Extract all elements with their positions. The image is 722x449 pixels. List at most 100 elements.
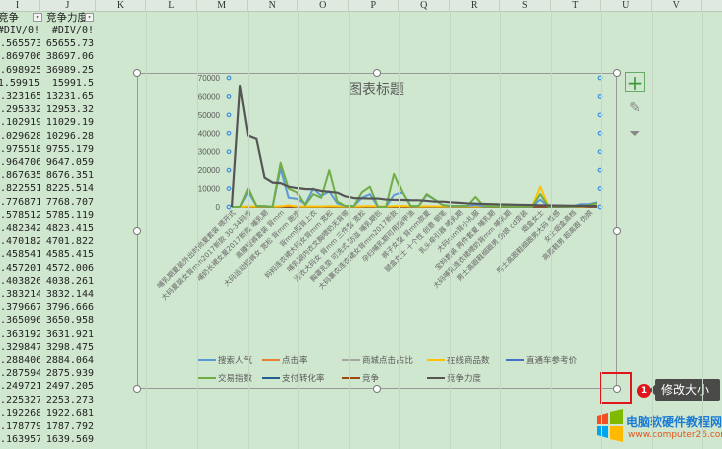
cell[interactable]: 1.102919	[0, 117, 40, 129]
cell[interactable]: 4585.415	[45, 249, 94, 261]
column-header-M[interactable]: M	[197, 0, 248, 12]
cell[interactable]: 2497.205	[45, 381, 94, 393]
cell[interactable]: 7768.707	[45, 196, 94, 208]
filter-chart-button[interactable]: ⏷	[625, 124, 645, 144]
column-header-O[interactable]: O	[298, 0, 349, 12]
column-header-J[interactable]: J	[40, 0, 96, 12]
cell[interactable]: 65655.73	[45, 38, 94, 50]
cell[interactable]: 0.225327	[0, 394, 40, 406]
legend-item[interactable]: 竞争	[342, 373, 380, 384]
cell[interactable]: 10296.28	[45, 130, 94, 142]
header-cell[interactable]: 竞争	[0, 12, 19, 24]
column-header-P[interactable]: P	[349, 0, 399, 12]
filter-dropdown-icon[interactable]: ▾	[33, 13, 42, 22]
legend-item[interactable]: 竞争力度	[427, 373, 482, 384]
column-header-S[interactable]: S	[500, 0, 551, 12]
cell[interactable]: 1.029628	[0, 130, 40, 142]
cell[interactable]: 0.178779	[0, 421, 40, 432]
legend-item[interactable]: 支付转化率	[262, 373, 325, 384]
brush-chart-button[interactable]: ✎	[625, 98, 645, 118]
cell[interactable]: 3.698925	[0, 64, 40, 76]
cell[interactable]: 2253.273	[45, 394, 94, 406]
cell[interactable]: 2884.064	[45, 355, 94, 366]
column-header-T[interactable]: T	[551, 0, 601, 12]
cell[interactable]: 38697.06	[45, 51, 94, 63]
resize-handle[interactable]	[373, 69, 381, 77]
cell[interactable]: 8676.351	[45, 170, 94, 182]
column-header-I[interactable]: I	[0, 0, 40, 12]
column-header-Q[interactable]: Q	[399, 0, 450, 12]
cell[interactable]: 0.287594	[0, 368, 40, 380]
resize-handle[interactable]	[133, 227, 141, 235]
cell[interactable]: 4701.822	[45, 236, 94, 248]
legend-item[interactable]: 商城点击占比	[342, 355, 413, 366]
cell[interactable]: 3298.475	[45, 341, 94, 353]
cell[interactable]: 11029.19	[45, 117, 94, 129]
cell[interactable]: 0.776871	[0, 196, 40, 208]
cell[interactable]: 1.295332	[0, 104, 40, 116]
column-header-K[interactable]: K	[96, 0, 146, 12]
cell[interactable]: 0.379667	[0, 302, 40, 314]
cell[interactable]: 1639.569	[45, 434, 94, 446]
cell[interactable]: 3832.144	[45, 289, 94, 300]
cell[interactable]: 2875.939	[45, 368, 94, 380]
cell[interactable]: 0.975518	[0, 143, 40, 155]
cell[interactable]: 0.383214	[0, 289, 40, 300]
cell[interactable]: 3650.958	[45, 315, 94, 327]
legend-item[interactable]: 在线商品数	[427, 355, 490, 366]
cell[interactable]: 0.363192	[0, 328, 40, 340]
cell[interactable]: 0.458541	[0, 249, 40, 261]
header-cell[interactable]: 竞争力度	[46, 12, 86, 24]
cell[interactable]: 0.288406	[0, 355, 40, 366]
cell[interactable]: #DIV/0!	[51, 25, 94, 36]
resize-handle[interactable]	[613, 69, 621, 77]
cell[interactable]: 1787.792	[45, 421, 94, 432]
series-line-8[interactable]	[230, 84, 598, 208]
resize-handle[interactable]	[613, 227, 621, 235]
cell[interactable]: 5785.119	[45, 209, 94, 221]
legend-item[interactable]: 搜索人气	[198, 355, 253, 366]
cell[interactable]: 0.249721	[0, 381, 40, 393]
cell[interactable]: 0.457201	[0, 262, 40, 274]
legend-item[interactable]: 点击率	[262, 355, 308, 366]
column-header-L[interactable]: L	[147, 0, 197, 12]
cell[interactable]: 36989.25	[45, 64, 94, 76]
cell[interactable]: #DIV/0!	[0, 25, 40, 36]
cell[interactable]: 6.565573	[0, 38, 40, 50]
cell[interactable]: 3.869706	[0, 51, 40, 63]
cell[interactable]: 9755.179	[45, 143, 94, 155]
cell[interactable]: 8225.514	[45, 183, 94, 195]
column-header-V[interactable]: V	[652, 0, 702, 12]
cell[interactable]: 0.482342	[0, 223, 40, 234]
cell[interactable]: 4823.415	[45, 223, 94, 234]
column-header-N[interactable]: N	[248, 0, 298, 12]
cell[interactable]: 1922.681	[45, 407, 94, 419]
resize-handle[interactable]	[373, 385, 381, 393]
cell[interactable]: 0.578512	[0, 209, 40, 221]
cell[interactable]: 3631.921	[45, 328, 94, 340]
cell[interactable]: 15991.5	[51, 77, 94, 89]
cell[interactable]: 0.365096	[0, 315, 40, 327]
cell[interactable]: 4038.261	[45, 275, 94, 287]
cell[interactable]: 0.964706	[0, 157, 40, 168]
cell[interactable]: 0.329847	[0, 341, 40, 353]
column-header-R[interactable]: R	[450, 0, 500, 12]
legend-item[interactable]: 直通车参考价	[506, 355, 578, 366]
series-line-5[interactable]	[232, 161, 598, 208]
cell[interactable]: 1.59915	[0, 77, 40, 89]
cell[interactable]: 4572.006	[45, 262, 94, 274]
plus-chart-button[interactable]: +	[625, 72, 645, 93]
column-header-U[interactable]: U	[601, 0, 652, 12]
cell[interactable]: 0.470182	[0, 236, 40, 248]
resize-handle[interactable]	[133, 69, 141, 77]
cell[interactable]: 13231.65	[45, 91, 94, 102]
cell-grid[interactable]: 竞争▾竞争力度▾#DIV/0!#DIV/0!6.56557365655.733.…	[0, 12, 96, 446]
resize-handle[interactable]	[613, 385, 621, 393]
cell[interactable]: 1.323165	[0, 91, 40, 102]
cell[interactable]: 0.192268	[0, 407, 40, 419]
cell[interactable]: 0.822551	[0, 183, 40, 195]
filter-dropdown-icon[interactable]: ▾	[85, 13, 94, 22]
legend-item[interactable]: 交易指数	[198, 373, 253, 384]
chart-title[interactable]: 图表标题	[348, 82, 404, 98]
cell[interactable]: 0.163957	[0, 434, 40, 446]
